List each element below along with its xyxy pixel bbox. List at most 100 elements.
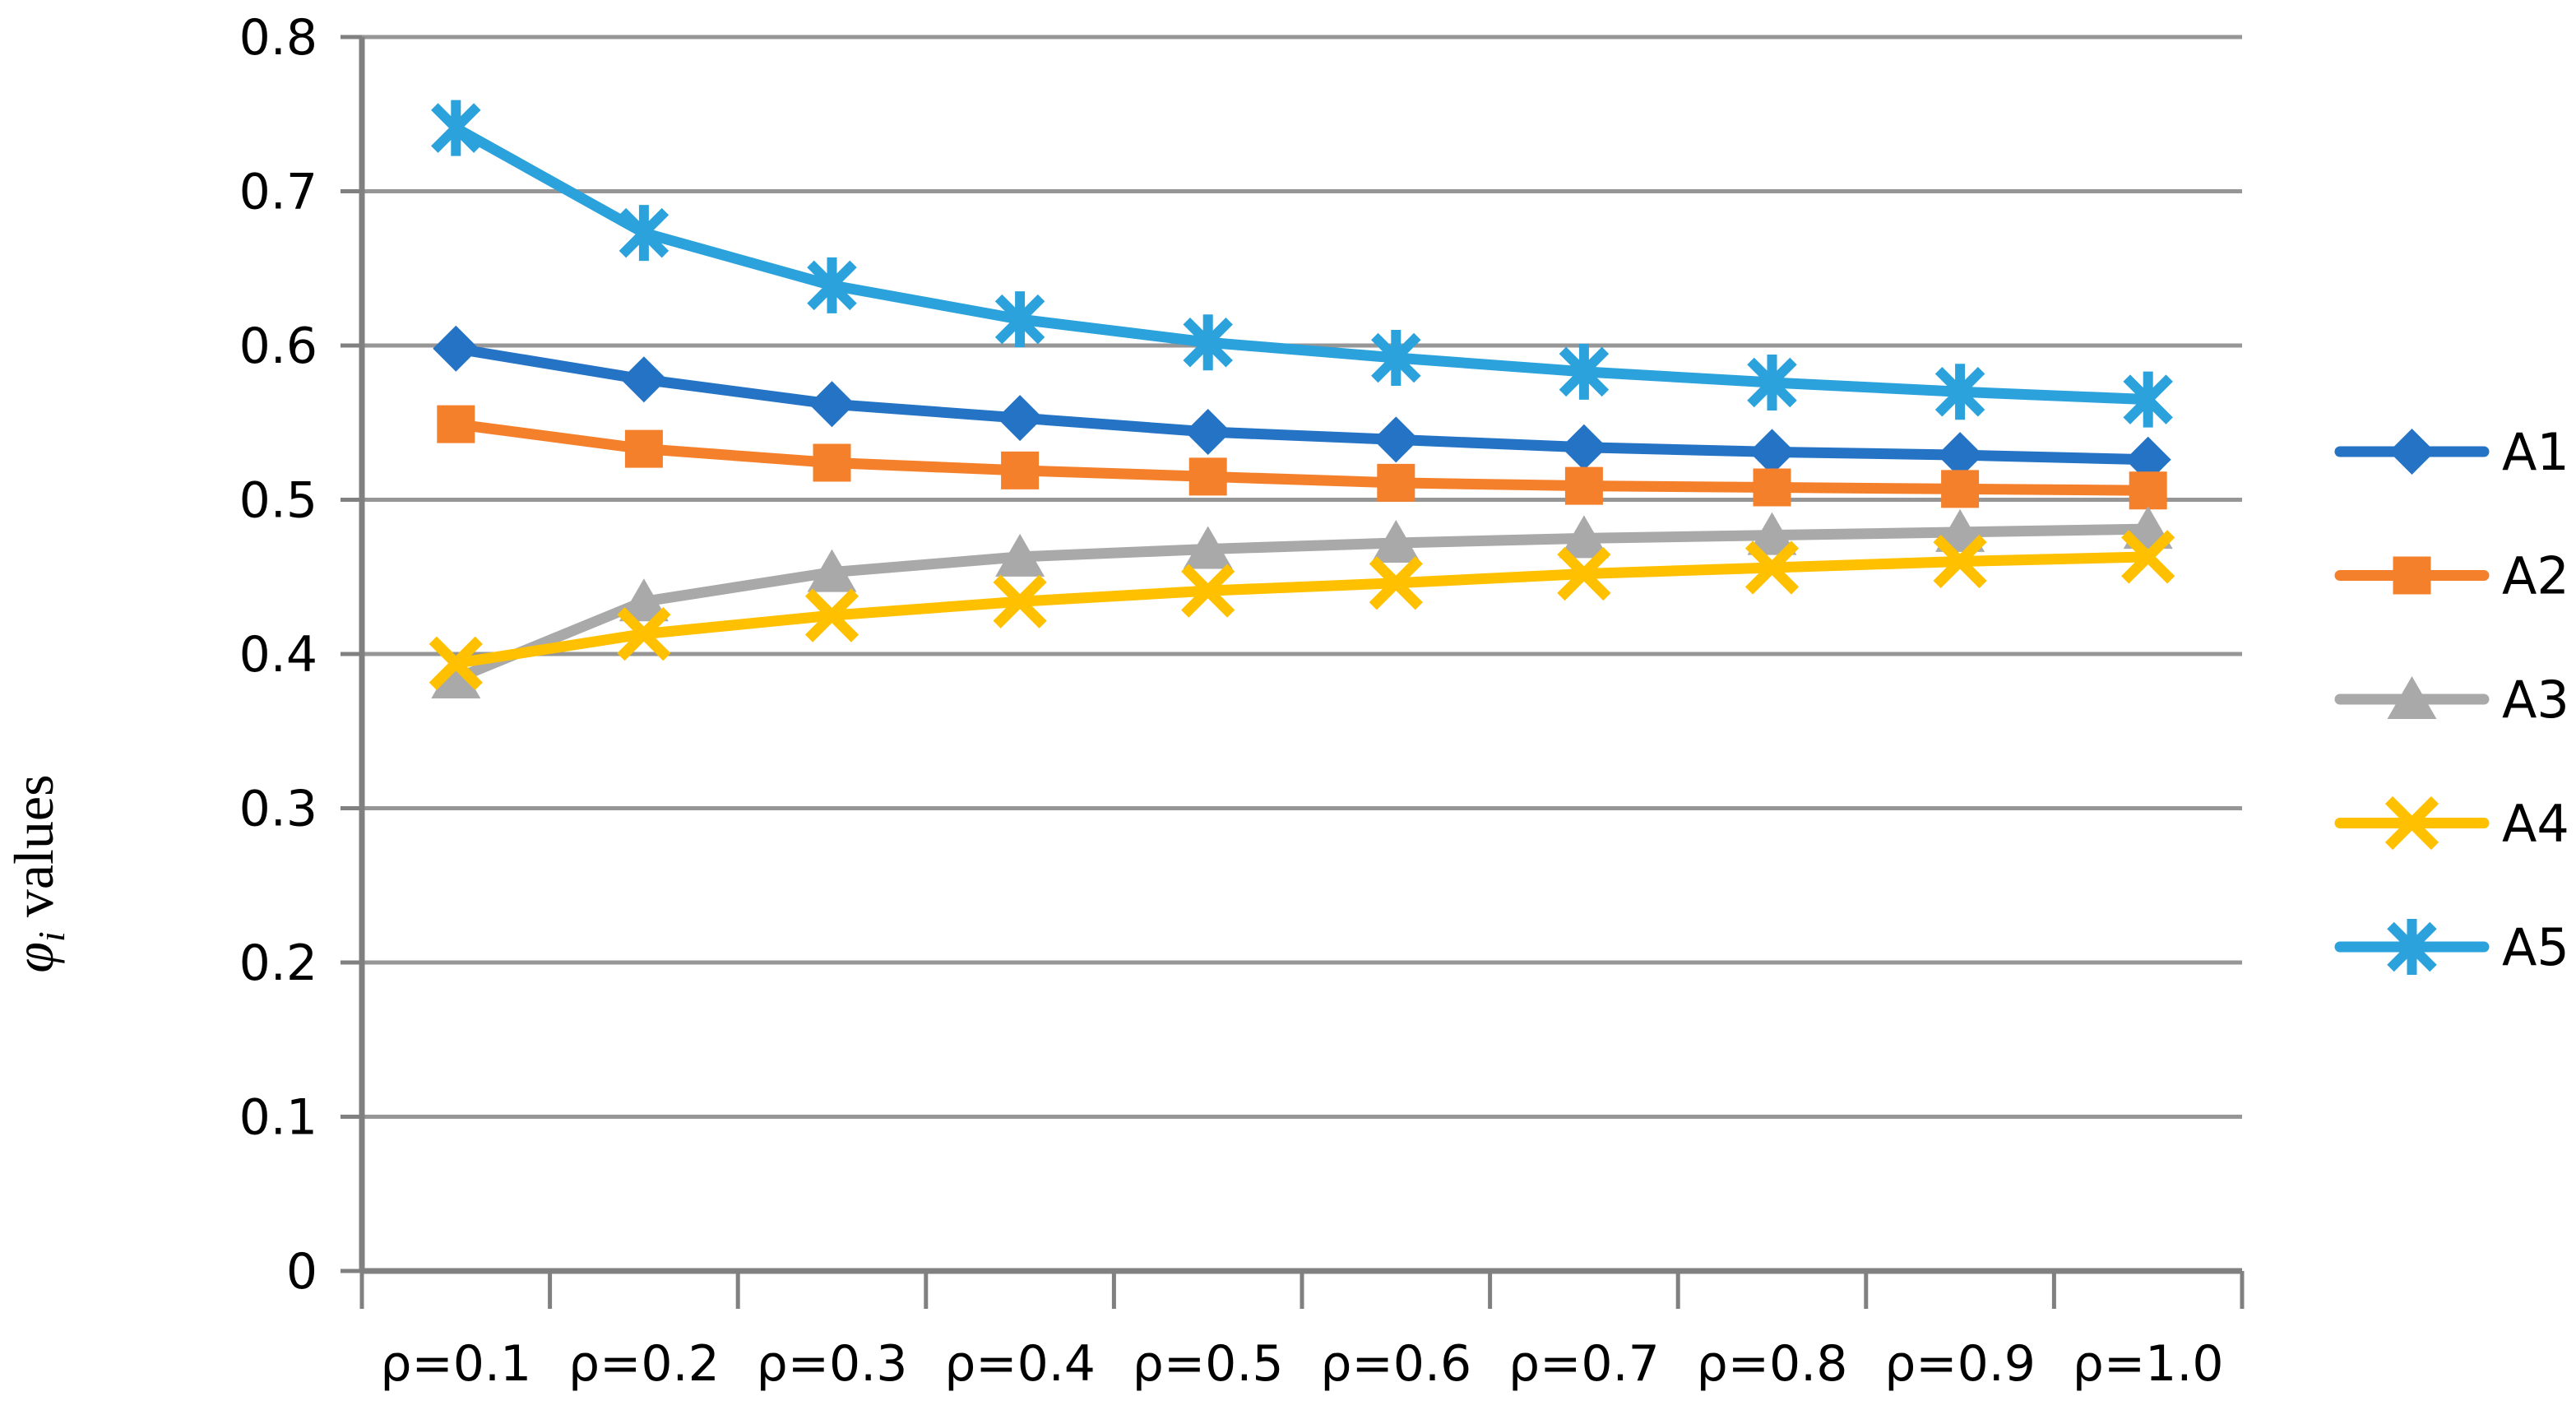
marker-A2 <box>624 429 663 468</box>
series-line-A1 <box>450 343 2154 466</box>
marker-A1 <box>2124 436 2171 483</box>
legend-item-A1: A1 <box>2334 422 2569 482</box>
series-layer <box>429 100 2175 698</box>
axis-layer <box>359 37 2242 1274</box>
marker-A4 <box>617 607 671 661</box>
marker-A1 <box>620 356 667 403</box>
marker-A1 <box>1749 429 1795 475</box>
series-line-A4 <box>450 551 2154 669</box>
marker-A1 <box>1937 432 1984 479</box>
x-tick-label: ρ=0.2 <box>568 1335 720 1393</box>
marker-A3 <box>995 533 1045 577</box>
marker-A1 <box>997 395 1044 442</box>
legend-label-A2: A2 <box>2502 546 2569 606</box>
x-tick-label: ρ=0.4 <box>944 1335 1096 1393</box>
marker-A3 <box>431 656 481 698</box>
marker-A4 <box>1933 534 1987 589</box>
marker-A3 <box>807 549 857 592</box>
series-line-A2 <box>450 419 2154 496</box>
grid-layer <box>341 35 2245 1309</box>
series-line-A3 <box>450 523 2154 684</box>
y-axis-title: φi values <box>2 774 72 972</box>
marker-A2 <box>1564 466 1603 505</box>
x-tick-label: ρ=1.0 <box>2073 1335 2224 1393</box>
marker-A5 <box>1559 346 1610 397</box>
marker-A4 <box>1181 564 1235 618</box>
marker-A3 <box>1371 520 1421 563</box>
legend-label-A3: A3 <box>2502 670 2569 730</box>
marker-A4 <box>1557 546 1611 601</box>
x-tick-label: ρ=0.8 <box>1697 1335 1848 1393</box>
marker-A2 <box>1753 468 1791 507</box>
marker-A5 <box>619 207 669 258</box>
legend-marker-A1 <box>2388 429 2435 475</box>
marker-A3 <box>1747 512 1797 555</box>
x-tick-label: ρ=0.6 <box>1320 1335 1471 1393</box>
legend-marker-A3 <box>2387 676 2437 719</box>
x-tick-label: ρ=0.1 <box>380 1335 531 1393</box>
y-tick-label: 0 <box>286 1243 317 1301</box>
x-tick-label: ρ=0.7 <box>1508 1335 1660 1393</box>
marker-A2 <box>437 405 475 443</box>
marker-A4 <box>1369 556 1423 610</box>
legend-item-A5: A5 <box>2334 917 2569 977</box>
marker-A3 <box>619 578 669 622</box>
x-tick-label: ρ=0.5 <box>1133 1335 1284 1393</box>
legend-marker-A4 <box>2384 795 2439 851</box>
legend-label-A5: A5 <box>2502 917 2569 977</box>
legend-label-A4: A4 <box>2502 794 2569 854</box>
marker-A5 <box>2123 374 2173 424</box>
y-tick-label: 0.7 <box>239 164 317 221</box>
y-tick-label: 0.4 <box>239 626 317 684</box>
marker-A4 <box>2121 530 2175 584</box>
y-tick-label: 0.2 <box>239 935 317 992</box>
legend-item-A2: A2 <box>2334 546 2569 606</box>
y-tick-label: 0.3 <box>239 781 317 838</box>
marker-A1 <box>1184 409 1231 455</box>
x-tick-label: ρ=0.3 <box>757 1335 908 1393</box>
marker-A2 <box>1941 470 1980 508</box>
legend-item-A4: A4 <box>2334 794 2569 854</box>
y-axis-title-subscript: i <box>30 931 72 942</box>
marker-A5 <box>1183 318 1233 368</box>
marker-A1 <box>1373 416 1420 463</box>
marker-A2 <box>2129 471 2167 510</box>
marker-A3 <box>1935 508 1985 552</box>
marker-A3 <box>1559 515 1609 559</box>
x-tick-label: ρ=0.9 <box>1884 1335 2036 1393</box>
legend-item-A3: A3 <box>2334 670 2569 730</box>
chart-legend: A1 A2 A3 A4 A5 <box>2334 422 2569 977</box>
marker-A4 <box>804 588 859 642</box>
marker-A1 <box>1560 424 1607 471</box>
y-axis-title-rest: values <box>2 774 65 931</box>
y-tick-label: 0.5 <box>239 472 317 530</box>
legend-marker-A5 <box>2387 921 2437 972</box>
marker-A1 <box>808 381 855 428</box>
series-line-A5 <box>450 123 2154 406</box>
marker-A5 <box>807 260 857 311</box>
series-A1 <box>433 325 2171 483</box>
marker-A2 <box>1188 457 1227 496</box>
marker-A4 <box>429 636 483 690</box>
y-tick-label: 0.8 <box>239 9 317 67</box>
marker-A5 <box>1934 367 1985 417</box>
marker-A1 <box>433 325 480 372</box>
y-tick-label: 0.6 <box>239 318 317 375</box>
y-axis-title-phi: φ <box>2 942 65 973</box>
marker-A4 <box>993 574 1047 628</box>
legend-label-A1: A1 <box>2502 422 2569 482</box>
label-layer: 0 0.1 0.2 0.3 0.4 0.5 0.6 0.7 0.8 ρ=0.1 ρ=0.2 ρ=0.3… <box>239 9 2224 1393</box>
marker-A5 <box>1371 332 1421 383</box>
legend-marker-A2 <box>2393 556 2431 595</box>
marker-A2 <box>813 443 851 482</box>
marker-A5 <box>1747 357 1797 408</box>
marker-A4 <box>1744 540 1800 595</box>
marker-A5 <box>431 103 481 153</box>
marker-A3 <box>1183 526 1233 569</box>
marker-A2 <box>1377 463 1415 502</box>
series-A5 <box>431 100 2173 428</box>
y-tick-label: 0.1 <box>239 1089 317 1147</box>
series-A4 <box>429 530 2175 690</box>
